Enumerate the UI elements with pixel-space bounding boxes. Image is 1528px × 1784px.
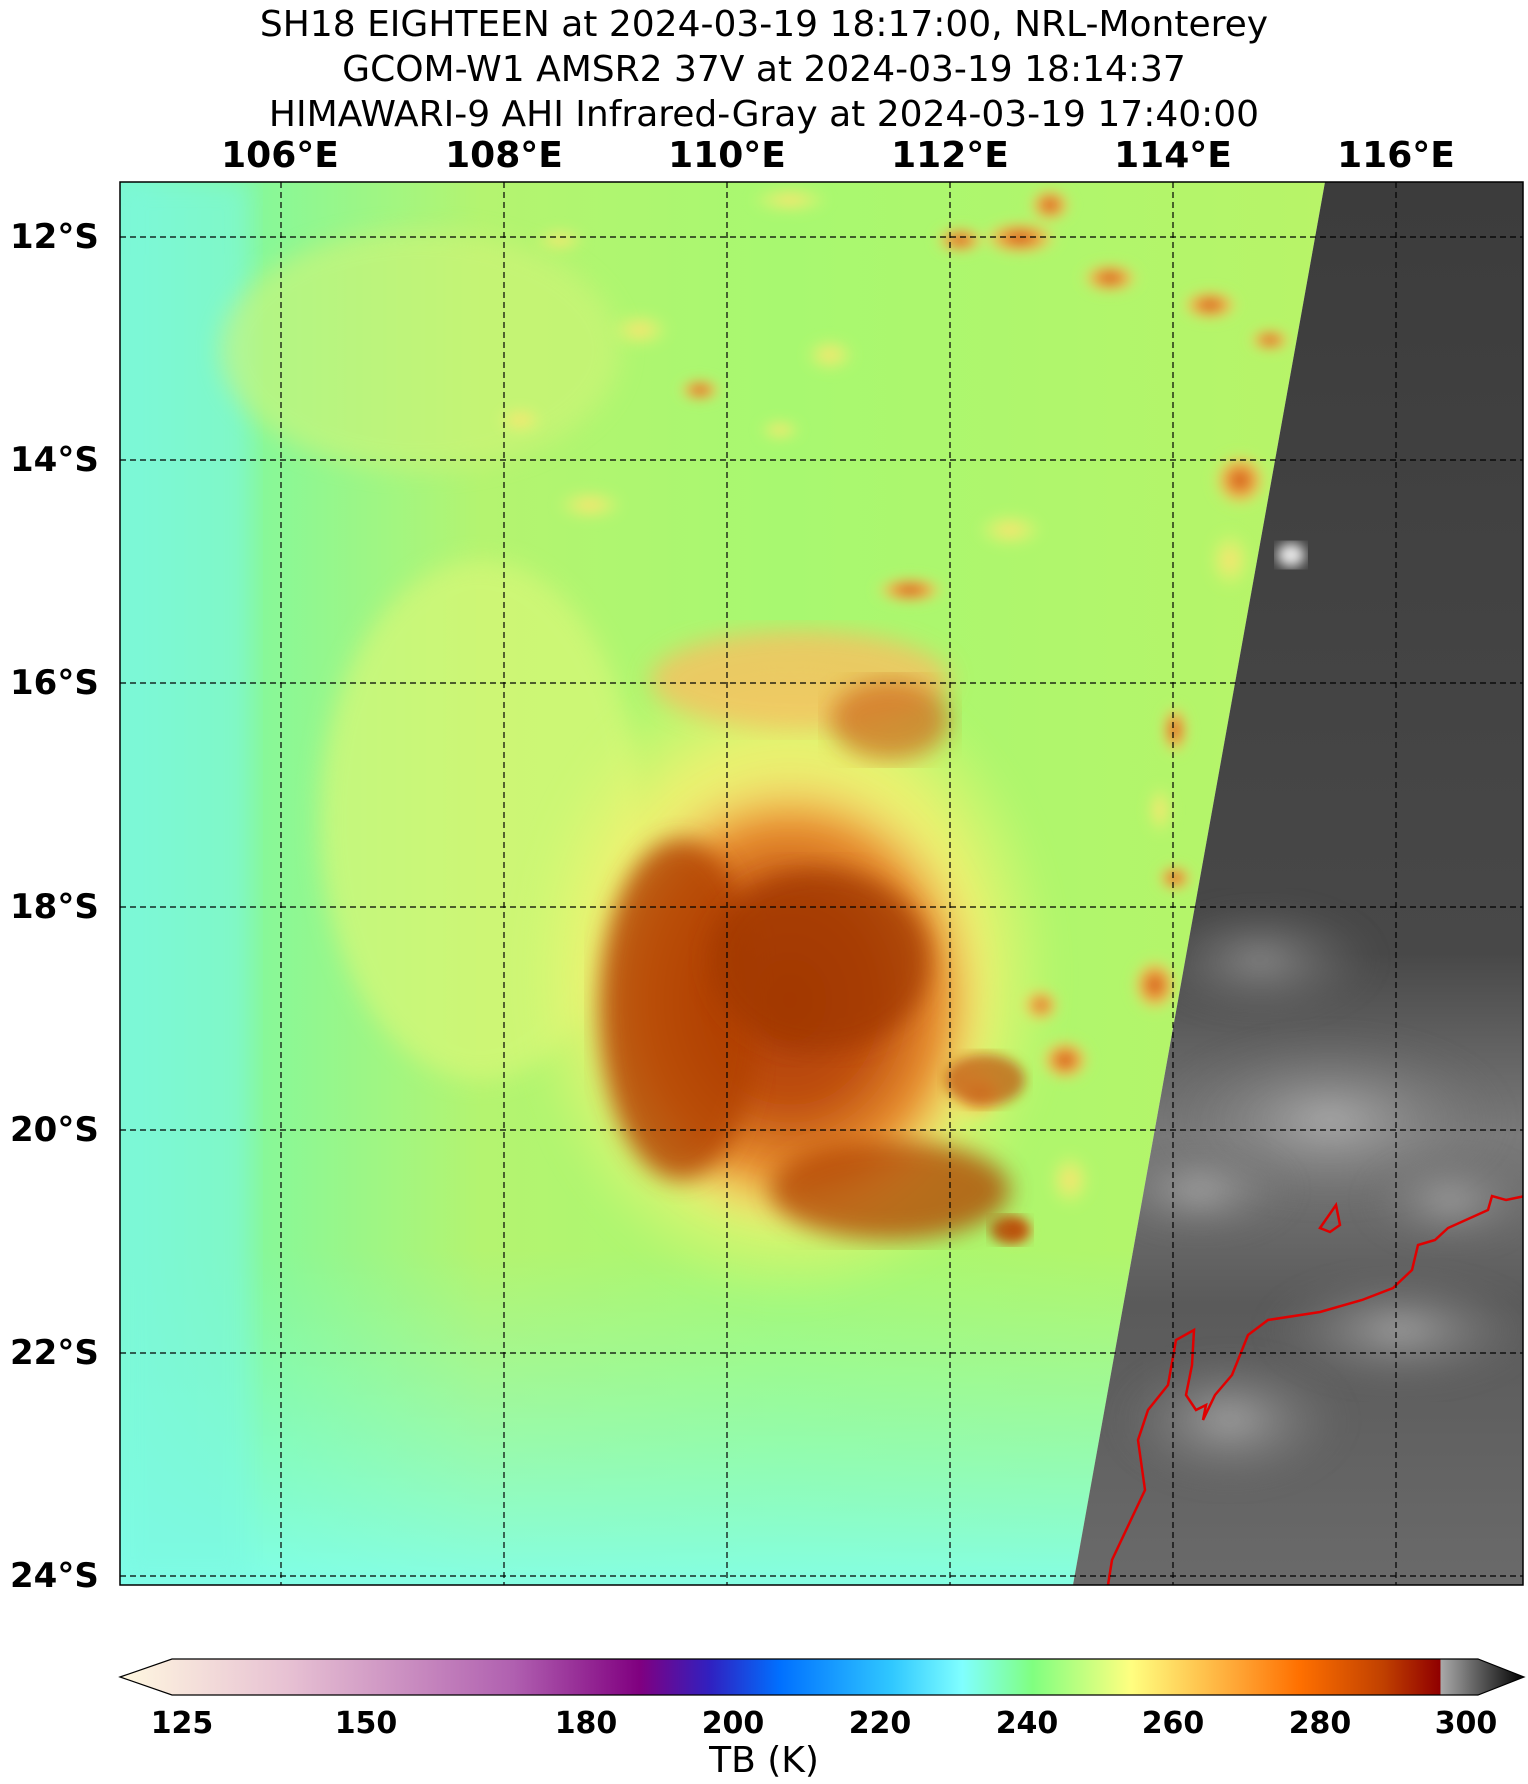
title-line-2: GCOM-W1 AMSR2 37V at 2024-03-19 18:14:37 — [342, 49, 1186, 90]
lat-label-22: 22°S — [10, 1333, 99, 1373]
coastline — [1106, 1194, 1523, 1585]
lat-label-12: 12°S — [10, 217, 99, 257]
storm-cloud-mass — [520, 630, 1060, 1305]
colorbar-tick-300: 300 — [1434, 1706, 1498, 1741]
title-line-3: HIMAWARI-9 AHI Infrared-Gray at 2024-03-… — [268, 94, 1260, 135]
lat-label-24: 24°S — [10, 1556, 99, 1596]
lon-label-114: 114°E — [1114, 135, 1232, 176]
microwave-swath — [120, 182, 1325, 1585]
colorbar-tick-240: 240 — [995, 1706, 1059, 1741]
colorbar-tick-220: 220 — [848, 1706, 912, 1741]
lon-label-110: 110°E — [668, 135, 786, 176]
lat-label-18: 18°S — [10, 887, 99, 927]
gridlines — [120, 182, 1523, 1585]
lon-label-116: 116°E — [1337, 135, 1455, 176]
colorbar-tick-200: 200 — [701, 1706, 765, 1741]
lat-label-16: 16°S — [10, 663, 99, 703]
colorbar-tick-260: 260 — [1141, 1706, 1205, 1741]
colorbar-tick-180: 180 — [554, 1706, 618, 1741]
colorbar-label: TB (K) — [709, 1740, 819, 1781]
lat-label-20: 20°S — [10, 1110, 99, 1150]
title-line-1: SH18 EIGHTEEN at 2024-03-19 18:17:00, NR… — [259, 4, 1269, 45]
map-frame — [119, 181, 1524, 1586]
colorbar-tick-280: 280 — [1288, 1706, 1352, 1741]
lon-label-112: 112°E — [891, 135, 1009, 176]
lon-label-106: 106°E — [221, 135, 339, 176]
lat-label-14: 14°S — [10, 440, 99, 480]
coastline-island — [1318, 1201, 1342, 1234]
colorbar — [118, 1658, 1526, 1696]
lon-label-108: 108°E — [445, 135, 563, 176]
colorbar-tick-125: 125 — [150, 1706, 214, 1741]
colorbar-tick-150: 150 — [334, 1706, 398, 1741]
infrared-swath — [1073, 182, 1523, 1585]
